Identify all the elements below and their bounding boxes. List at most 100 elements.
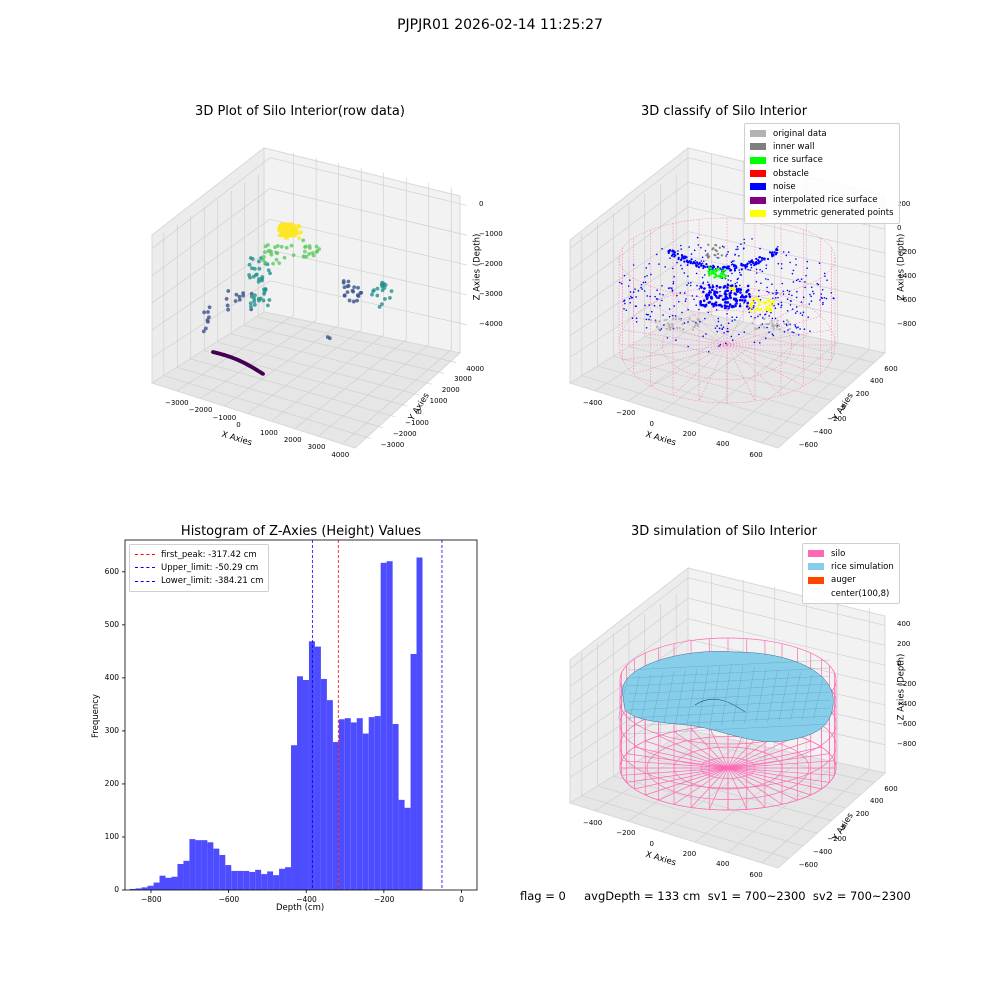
noise-point: [731, 320, 734, 322]
noise-point: [766, 286, 768, 289]
silo-floor-spoke: [727, 760, 835, 769]
grid-line: [569, 182, 689, 271]
legend-label: first_peak: -317.42 cm: [161, 549, 257, 560]
noise-point: [795, 327, 798, 329]
grid-line: [581, 375, 789, 439]
noise-point: [666, 337, 669, 339]
inner-wall-point: [716, 252, 720, 255]
grid-line: [628, 766, 832, 821]
inner-wall-point: [717, 256, 720, 259]
noise-point: [715, 309, 718, 311]
histogram-bar: [273, 875, 280, 890]
noise-point: [697, 244, 700, 246]
noise-point: [806, 260, 809, 263]
histogram-bar: [404, 807, 411, 890]
original-point: [771, 321, 774, 325]
grid-line: [687, 577, 886, 626]
legend-swatch: [750, 170, 766, 178]
noise-point: [715, 284, 719, 288]
data-point: [207, 305, 212, 310]
noise-point: [717, 317, 720, 320]
noise-point: [681, 311, 683, 314]
noise-point: [780, 304, 783, 306]
mesh-line: [663, 671, 675, 723]
original-point: [668, 327, 671, 330]
data-point: [258, 296, 263, 301]
noise-point: [738, 271, 741, 274]
noise-point: [787, 329, 789, 331]
noise-point: [738, 304, 742, 308]
data-point: [291, 253, 296, 258]
noise-point: [727, 330, 729, 333]
x-tick-label: 600: [749, 450, 763, 459]
noise-point: [789, 261, 791, 264]
grid-line: [163, 375, 371, 439]
panel3-title: Histogram of Z-Axies (Height) Values: [180, 524, 422, 539]
original-point: [665, 318, 668, 321]
data-point: [282, 255, 287, 260]
noise-point: [696, 284, 698, 287]
rice-surface-point: [707, 272, 711, 275]
data-point: [267, 298, 272, 302]
noise-point: [782, 290, 785, 293]
noise-point: [640, 286, 642, 289]
noise-point: [820, 296, 823, 299]
histogram-bar: [219, 855, 226, 890]
noise-point: [731, 316, 733, 318]
noise-point: [683, 272, 686, 274]
legend-entry: Upper_limit: -50.29 cm: [135, 561, 263, 574]
noise-point: [687, 308, 689, 311]
histogram-bar: [141, 887, 148, 890]
z-tick-label: −600: [897, 719, 917, 728]
noise-point: [734, 319, 736, 321]
data-point: [257, 266, 262, 271]
noise-point: [748, 311, 751, 314]
grid-line: [200, 319, 317, 399]
data-point: [375, 286, 380, 291]
legend-entry: symmetric generated points: [750, 207, 894, 220]
rice-surface-point: [722, 273, 726, 276]
inner-wall-point: [707, 256, 710, 259]
mesh-line: [640, 674, 652, 722]
symmetric-point: [753, 309, 757, 312]
noise-point: [649, 315, 652, 318]
noise-point: [650, 273, 652, 276]
noise-point: [736, 245, 739, 248]
noise-point: [695, 265, 698, 268]
data-point: [262, 289, 267, 294]
data-point: [383, 283, 388, 287]
noise-point: [750, 315, 752, 318]
noise-point: [669, 287, 671, 289]
data-point: [284, 245, 289, 250]
noise-point: [653, 304, 656, 307]
noise-point: [654, 295, 656, 298]
noise-point: [681, 267, 683, 270]
data-point: [263, 260, 268, 265]
noise-point: [817, 283, 820, 286]
noise-point: [824, 275, 826, 278]
noise-point: [683, 292, 686, 294]
histogram-bar: [285, 867, 292, 890]
noise-point: [703, 304, 706, 308]
legend-label: center(100,8): [831, 588, 890, 599]
noise-point: [768, 315, 770, 317]
histogram-bar: [213, 848, 220, 890]
noise-point: [718, 345, 720, 347]
legend-label: rice simulation: [831, 561, 894, 572]
noise-point: [715, 288, 718, 290]
original-point: [785, 318, 789, 322]
noise-point: [690, 258, 693, 261]
silo-floor-spoke: [727, 767, 798, 801]
data-point: [303, 245, 307, 249]
mesh-line: [732, 665, 744, 725]
noise-point: [701, 256, 704, 259]
rice-surface-point: [713, 272, 716, 275]
noise-point: [687, 345, 689, 348]
grid-line: [569, 280, 689, 358]
grid-line: [687, 618, 886, 666]
inner-wall-point: [714, 243, 717, 247]
noise-point: [651, 310, 653, 313]
noise-point: [747, 292, 751, 296]
data-point: [370, 292, 374, 297]
noise-point: [660, 328, 663, 330]
